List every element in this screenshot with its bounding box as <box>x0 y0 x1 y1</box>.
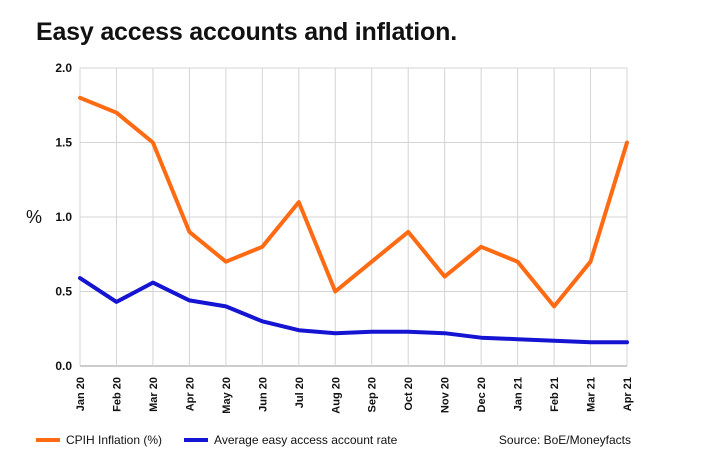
legend-item-easy-access: Average easy access account rate <box>184 433 397 447</box>
grid-lines <box>79 67 628 367</box>
series-line-1 <box>78 276 629 345</box>
legend-item-cpih: CPIH Inflation (%) <box>36 433 162 447</box>
x-tick-label: Sep 20 <box>367 377 379 412</box>
y-tick-label: 1.0 <box>55 210 72 224</box>
x-tick-label: Dec 20 <box>476 377 488 412</box>
y-tick-label: 2.0 <box>55 61 72 75</box>
x-tick-label: Jan 21 <box>513 377 525 411</box>
legend-swatch-cpih <box>36 438 60 442</box>
y-tick-label: 1.5 <box>55 136 72 150</box>
y-axis-ticks: 0.0 0.5 1.0 1.5 2.0 <box>55 61 72 373</box>
x-tick-label: Jun 20 <box>257 377 269 412</box>
chart-title: Easy access accounts and inflation. <box>36 18 457 46</box>
y-axis-label: % <box>26 207 42 227</box>
x-tick-label: Mar 20 <box>148 377 160 412</box>
legend-label-easy-access: Average easy access account rate <box>214 433 398 447</box>
x-tick-label: May 20 <box>221 377 233 414</box>
x-tick-label: Apr 20 <box>184 377 196 411</box>
series-line-0 <box>78 95 629 309</box>
x-tick-label: Oct 20 <box>403 377 415 411</box>
x-tick-label: Jul 20 <box>294 377 306 408</box>
x-tick-label: Feb 20 <box>111 377 123 412</box>
y-tick-label: 0.0 <box>55 359 72 373</box>
source-note: Source: BoE/Moneyfacts <box>498 433 631 447</box>
legend: CPIH Inflation (%) Average easy access a… <box>36 433 631 447</box>
x-tick-label: Jan 20 <box>75 377 87 411</box>
series-lines <box>78 95 629 345</box>
x-tick-label: Feb 21 <box>549 377 561 412</box>
legend-swatch-easy-access <box>184 438 209 442</box>
x-axis-ticks: Jan 20 Feb 20 Mar 20 Apr 20 May 20 Jun 20 Jul … <box>75 377 634 414</box>
x-tick-label: Mar 21 <box>586 377 598 412</box>
x-tick-label: Aug 20 <box>330 377 342 414</box>
legend-label-cpih: CPIH Inflation (%) <box>66 433 163 447</box>
x-tick-label: Nov 20 <box>440 377 452 413</box>
x-tick-label: Apr 21 <box>622 377 634 411</box>
y-tick-label: 0.5 <box>55 285 72 299</box>
